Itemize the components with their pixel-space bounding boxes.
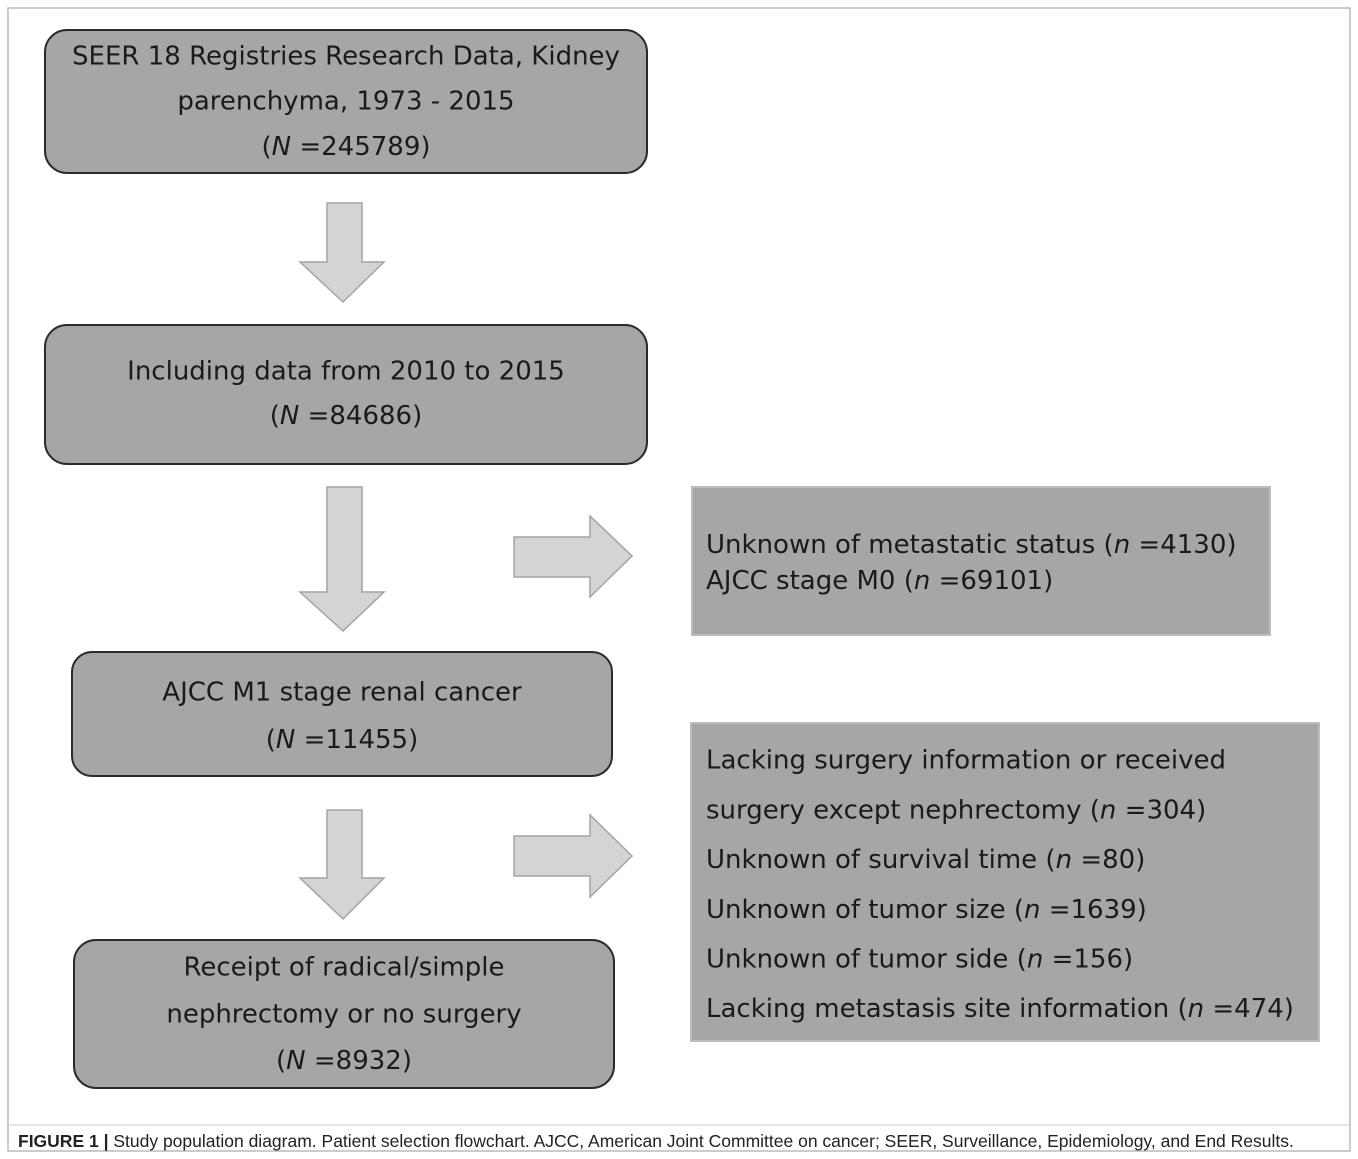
line-text: (N =245789) <box>261 132 430 162</box>
text-part: =80) <box>1072 845 1145 875</box>
text-part: surgery except nephrectomy ( <box>706 795 1100 825</box>
text-part: Unknown of metastatic status ( <box>706 530 1114 560</box>
italic-symbol: n <box>1188 994 1204 1024</box>
italic-symbol: n <box>1100 795 1116 825</box>
line-text: Unknown of tumor side (n =156) <box>706 944 1133 974</box>
italic-symbol: n <box>1027 944 1043 974</box>
text-part: =245789) <box>291 132 430 162</box>
line-text: (N =8932) <box>276 1046 412 1076</box>
italic-symbol: n <box>1056 845 1072 875</box>
italic-symbol: N <box>286 1046 305 1076</box>
text-part: AJCC stage M0 ( <box>706 566 914 596</box>
italic-symbol: N <box>280 401 299 431</box>
italic-symbol: n <box>914 566 930 596</box>
line-text: parenchyma, 1973 - 2015 <box>177 87 514 117</box>
text-part: =304) <box>1116 795 1206 825</box>
line-text: Lacking metastasis site information (n =… <box>706 994 1294 1024</box>
line-text: SEER 18 Registries Research Data, Kidney <box>72 42 620 72</box>
caption-text: Study population diagram. Patient select… <box>108 1131 1293 1151</box>
box <box>44 324 648 465</box>
box <box>44 29 648 174</box>
text-part: =4130) <box>1130 530 1236 560</box>
text-part: ( <box>276 1046 286 1076</box>
arrow-right <box>513 813 634 899</box>
arrow-down <box>298 202 386 304</box>
line-text: AJCC M1 stage renal cancer <box>162 678 522 708</box>
line-text: Receipt of radical/simple <box>183 953 504 983</box>
arrow-down <box>298 809 386 921</box>
line-text: Including data from 2010 to 2015 <box>127 357 565 387</box>
text-part: =84686) <box>299 401 422 431</box>
text-part: =8932) <box>306 1046 412 1076</box>
line-text: AJCC stage M0 (n =69101) <box>706 566 1053 596</box>
caption: FIGURE 1 | Study population diagram. Pat… <box>18 1131 1294 1151</box>
italic-symbol: N <box>272 132 291 162</box>
italic-symbol: N <box>276 725 295 755</box>
box <box>71 651 613 777</box>
exclusion-box <box>691 486 1271 636</box>
line-text: nephrectomy or no surgery <box>166 1000 521 1030</box>
line-text: Lacking surgery information or received <box>706 746 1226 776</box>
text-part: =1639) <box>1040 894 1146 924</box>
text-part: =69101) <box>930 566 1053 596</box>
italic-symbol: n <box>1114 530 1130 560</box>
text-part: =156) <box>1043 944 1133 974</box>
text-part: =474) <box>1204 994 1294 1024</box>
box <box>73 939 615 1089</box>
arrow-down <box>298 486 386 633</box>
line-text: Unknown of tumor size (n =1639) <box>706 894 1147 924</box>
line-text: surgery except nephrectomy (n =304) <box>706 795 1206 825</box>
frame <box>7 7 1351 1152</box>
text-part: ( <box>266 725 276 755</box>
text-part: Unknown of tumor side ( <box>706 944 1027 974</box>
text-part: ( <box>261 132 271 162</box>
text-part: Unknown of tumor size ( <box>706 894 1024 924</box>
line-text: Unknown of metastatic status (n =4130) <box>706 530 1237 560</box>
text-part: Unknown of survival time ( <box>706 845 1056 875</box>
text-part: =11455) <box>295 725 418 755</box>
line-text: Unknown of survival time (n =80) <box>706 845 1145 875</box>
exclusion-box <box>690 722 1320 1042</box>
text-part: Lacking metastasis site information ( <box>706 994 1188 1024</box>
caption-label: FIGURE 1 | <box>18 1131 108 1151</box>
italic-symbol: n <box>1024 894 1040 924</box>
line-text: (N =11455) <box>266 725 419 755</box>
arrow-right <box>513 514 634 599</box>
text-part: ( <box>270 401 280 431</box>
line-text: (N =84686) <box>270 401 423 431</box>
